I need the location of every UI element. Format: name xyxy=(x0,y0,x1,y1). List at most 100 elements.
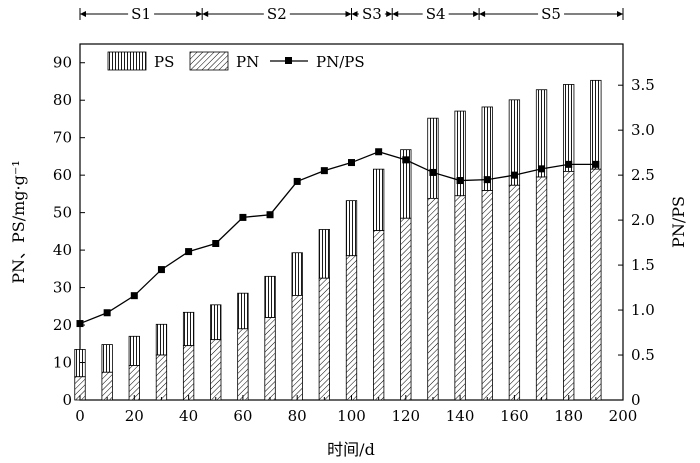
stage-label-S2: S2 xyxy=(267,5,287,23)
ps-bar-0 xyxy=(74,349,86,378)
y-left-tick-label-50: 50 xyxy=(53,204,72,222)
pn-bar-60 xyxy=(237,328,249,401)
ratio-point-170 xyxy=(538,165,546,173)
stage-arrow-left xyxy=(479,11,486,17)
pn-bar-130 xyxy=(427,197,439,401)
legend-label-ps: PS xyxy=(154,53,174,71)
ps-bar-90 xyxy=(318,229,331,279)
pn-bar-70 xyxy=(264,317,276,401)
x-tick-label-140: 140 xyxy=(446,407,475,425)
y-right-tick-label-3.0: 3.0 xyxy=(631,121,655,139)
y-right-tick-label-0: 0 xyxy=(631,391,641,409)
pn-bar-160 xyxy=(508,184,521,401)
y-left-tick-label-30: 30 xyxy=(53,279,72,297)
ratio-point-130 xyxy=(429,168,437,176)
ps-bar-50 xyxy=(210,304,222,341)
ratio-point-20 xyxy=(130,292,138,300)
stage-arrow-left xyxy=(392,11,399,17)
legend-marker-ratio xyxy=(285,57,292,64)
x-tick-label-180: 180 xyxy=(554,407,583,425)
ps-bar-30 xyxy=(155,323,168,356)
x-tick-label-20: 20 xyxy=(125,407,144,425)
ratio-point-150 xyxy=(483,176,491,184)
y-left-tick-label-70: 70 xyxy=(53,129,72,147)
ps-bar-60 xyxy=(237,292,249,330)
x-tick-label-0: 0 xyxy=(75,407,85,425)
x-tick-label-80: 80 xyxy=(288,407,307,425)
stage-bar: S1 S2 S3 S4 S5 xyxy=(79,5,624,23)
ratio-line xyxy=(79,151,596,325)
ps-bar-100 xyxy=(345,200,358,257)
stage-label-S5: S5 xyxy=(541,5,561,23)
ps-bar-170 xyxy=(535,89,548,178)
stage-arrow-right xyxy=(196,11,203,17)
pn-bar-120 xyxy=(400,217,412,401)
stage-label-S3: S3 xyxy=(362,5,382,23)
ratio-point-100 xyxy=(348,159,355,167)
y-left-tick-label-90: 90 xyxy=(53,54,72,72)
stage-arrow-left xyxy=(351,11,358,17)
pn-bar-140 xyxy=(454,195,466,401)
ps-bar-180 xyxy=(563,84,575,172)
y-right-tick-label-0.5: 0.5 xyxy=(631,346,655,364)
ps-bar-190 xyxy=(590,79,602,170)
pn-bar-90 xyxy=(318,277,331,401)
pn-bar-190 xyxy=(590,168,602,401)
y-axis-left: 0 10 20 30 40 50 60 70 80 90 xyxy=(53,54,85,409)
ratio-point-40 xyxy=(185,248,193,256)
bars-layer xyxy=(74,79,602,401)
x-tick-label-60: 60 xyxy=(233,407,252,425)
y-axis-right: 0 0.5 1.0 1.5 2.0 2.5 3.0 3.5 xyxy=(618,76,655,409)
ps-bar-70 xyxy=(264,275,276,318)
y-left-tick-label-80: 80 xyxy=(53,91,72,109)
ratio-point-60 xyxy=(239,213,247,221)
y-left-tick-label-10: 10 xyxy=(53,354,72,372)
ps-bar-20 xyxy=(128,335,140,366)
stage-label-S4: S4 xyxy=(426,5,446,23)
pn-bar-30 xyxy=(155,354,168,401)
ps-bar-80 xyxy=(291,252,303,296)
ps-bar-10 xyxy=(101,344,113,373)
ratio-point-190 xyxy=(592,160,600,168)
x-axis: 0 20 40 60 80 100 120 140 160 180 200 xyxy=(75,395,637,425)
pn-bar-50 xyxy=(210,339,222,401)
ratio-point-80 xyxy=(293,177,301,185)
ps-bar-110 xyxy=(372,168,385,232)
stage-arrow-left xyxy=(80,11,86,17)
stage-label-S1: S1 xyxy=(131,5,151,23)
y-left-tick-label-60: 60 xyxy=(53,166,72,184)
ratio-point-50 xyxy=(212,239,220,247)
pn-bar-110 xyxy=(372,230,385,401)
ratio-point-180 xyxy=(565,160,573,168)
x-tick-label-120: 120 xyxy=(391,407,420,425)
ratio-point-160 xyxy=(510,171,518,179)
legend-label-ratio: PN/PS xyxy=(316,53,365,71)
pn-bar-10 xyxy=(101,371,113,401)
ratio-point-30 xyxy=(157,266,165,274)
pn-bar-100 xyxy=(345,255,358,401)
x-tick-label-100: 100 xyxy=(337,407,366,425)
pn-bar-80 xyxy=(291,295,303,401)
legend-swatch-pn xyxy=(189,51,229,71)
ratio-point-120 xyxy=(402,156,410,164)
ratio-point-90 xyxy=(320,167,328,175)
y-right-tick-label-2.0: 2.0 xyxy=(631,211,655,229)
pn-bar-180 xyxy=(563,171,575,401)
x-tick-label-160: 160 xyxy=(500,407,529,425)
stage-arrow-left xyxy=(202,11,209,17)
legend-swatch-ps xyxy=(107,51,147,71)
ratio-point-140 xyxy=(456,177,464,185)
stage-arrow-right xyxy=(345,11,352,17)
ratio-point-0 xyxy=(76,320,84,328)
stage-arrow-right xyxy=(386,11,393,17)
y-right-tick-label-3.5: 3.5 xyxy=(631,76,655,94)
legend: PS PN PN/PS xyxy=(107,51,365,71)
pn-bar-20 xyxy=(128,365,140,401)
x-tick-label-40: 40 xyxy=(179,407,198,425)
ratio-point-110 xyxy=(375,148,383,156)
y-left-tick-label-0: 0 xyxy=(62,391,72,409)
ps-bar-130 xyxy=(427,117,439,199)
ps-bar-40 xyxy=(182,311,195,347)
y-right-tick-label-1.5: 1.5 xyxy=(631,256,655,274)
